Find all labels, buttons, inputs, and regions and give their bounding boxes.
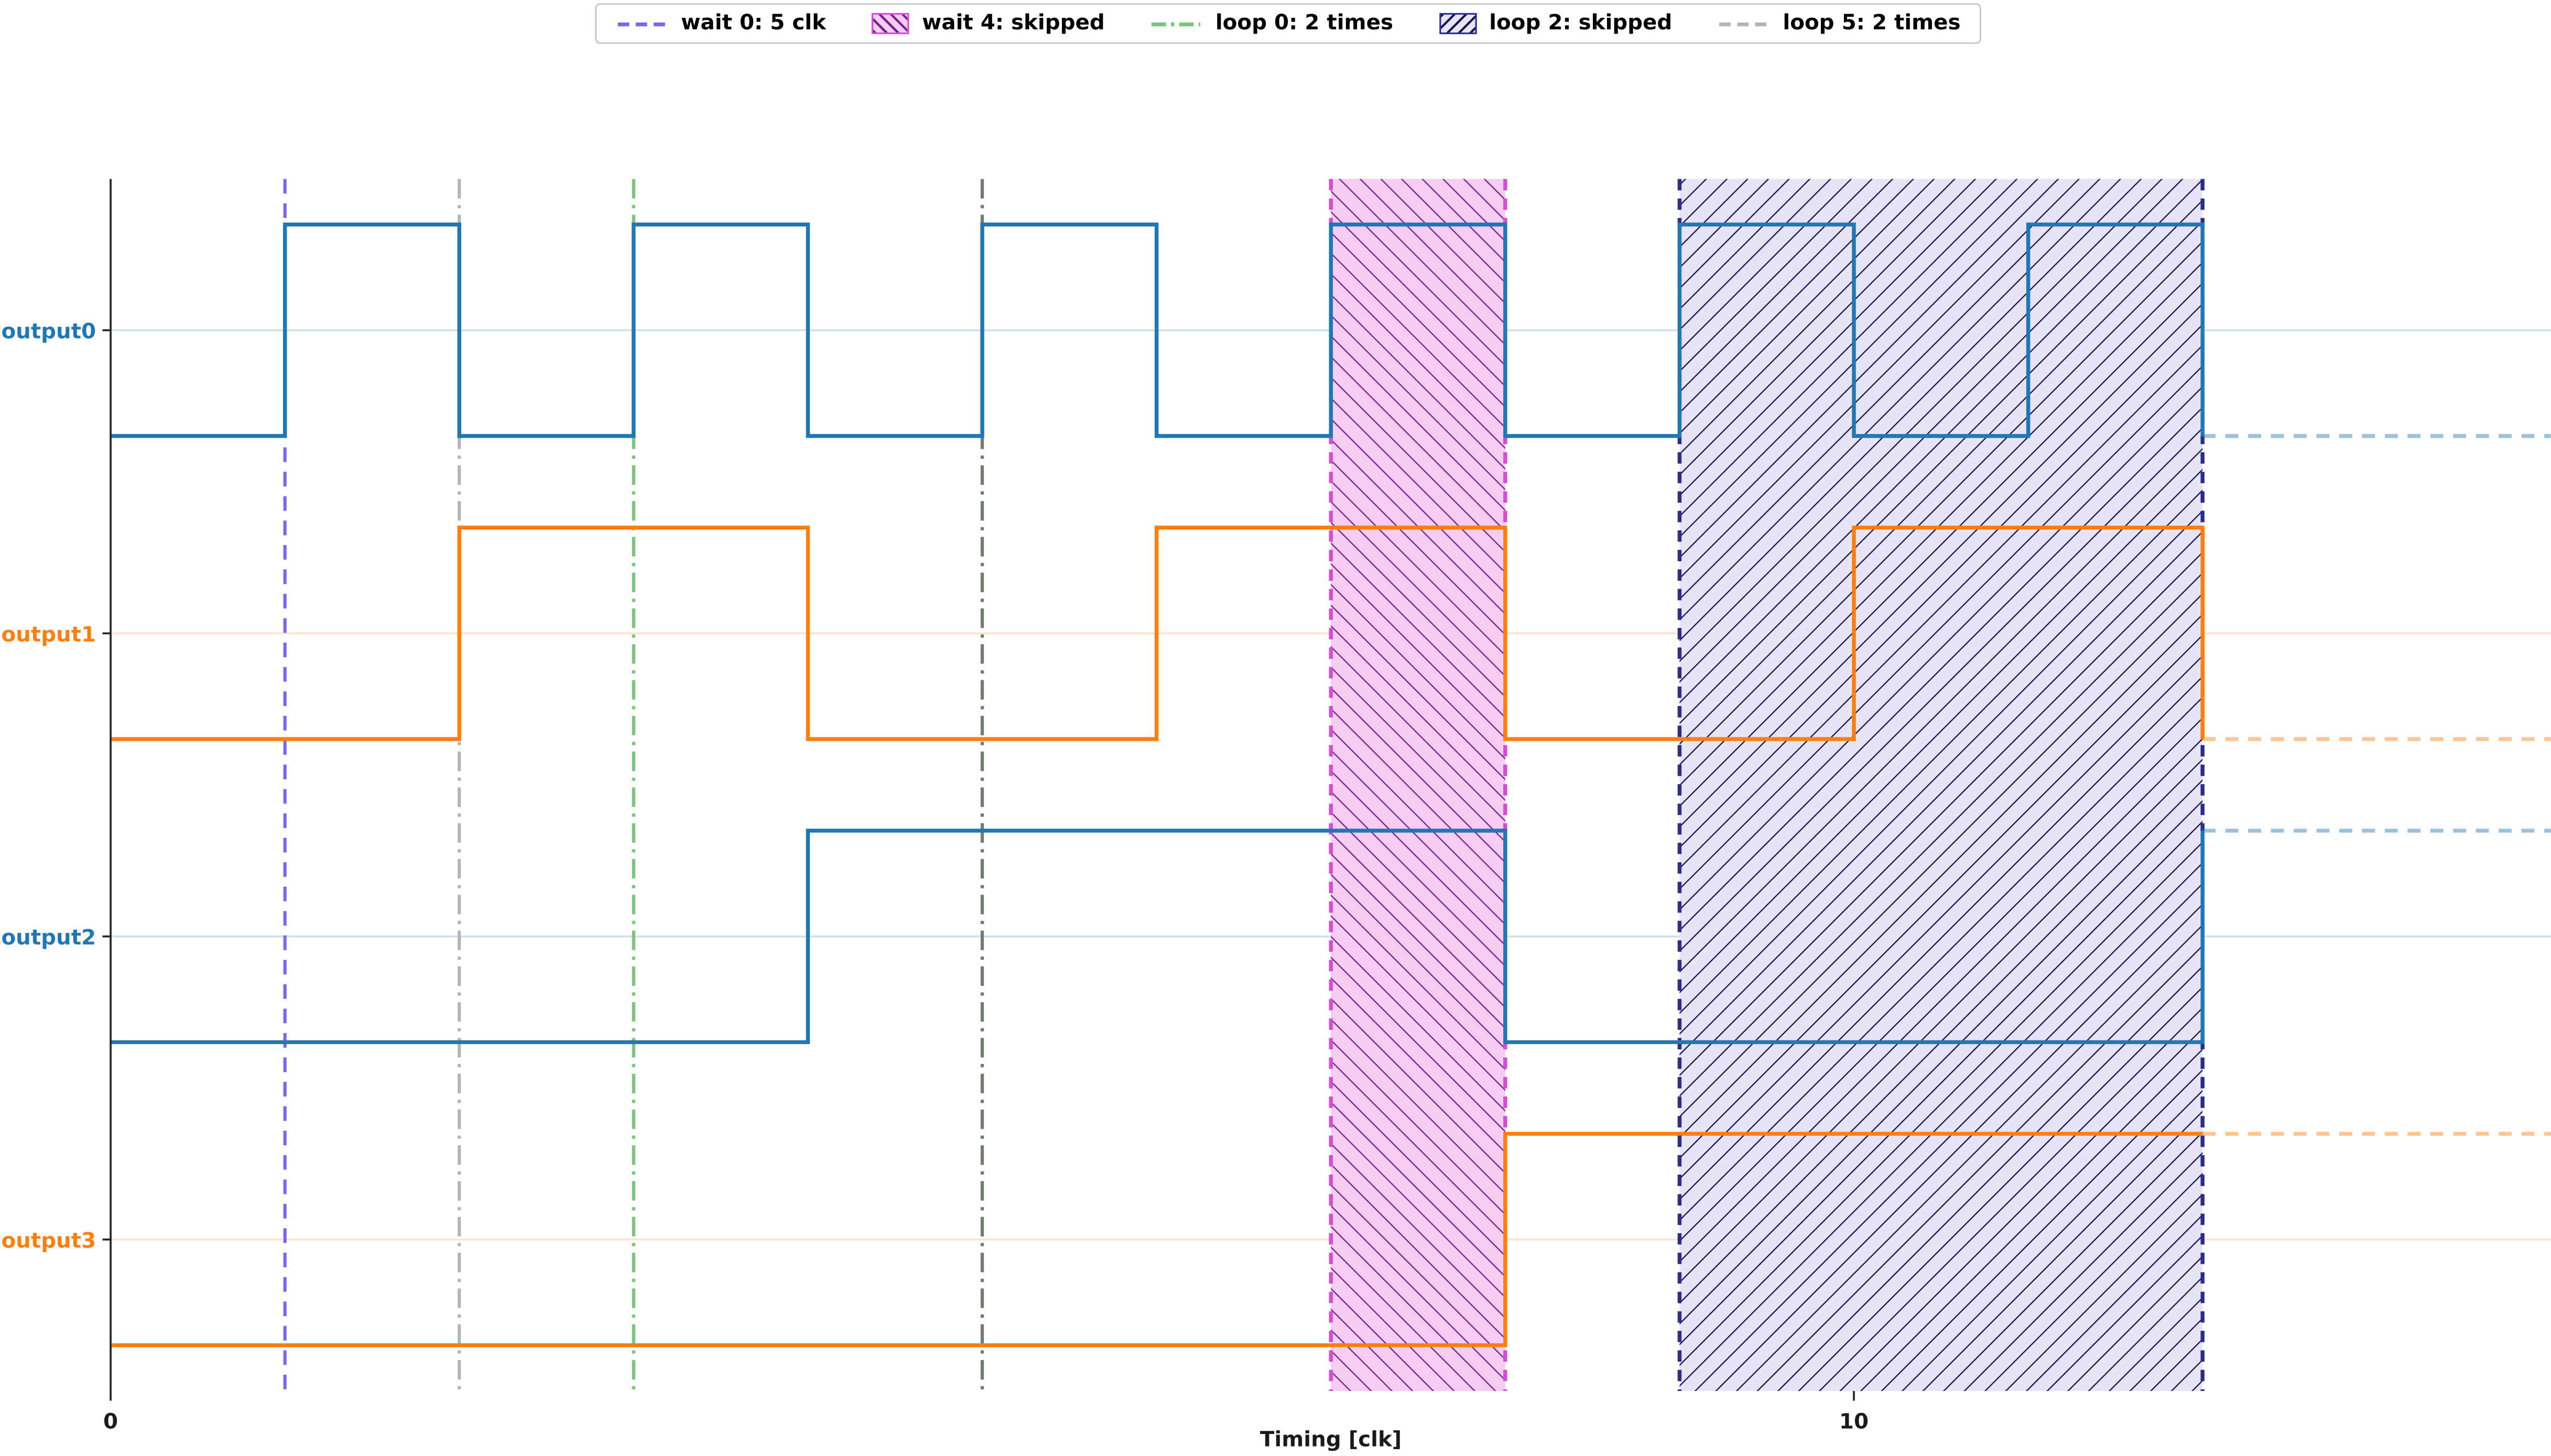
signal-label-output0: output0 <box>1 319 96 344</box>
waveform-output3 <box>111 1132 2203 1348</box>
legend-patch-swatch-icon <box>1438 13 1477 35</box>
wave-layer <box>111 222 2551 1348</box>
legend-line-swatch-icon <box>1152 21 1201 26</box>
legend-item-loop-2-skipped: loop 2: skipped <box>1438 11 1673 36</box>
legend-item-loop-5-2-times: loop 5: 2 times <box>1718 11 1961 36</box>
legend-line-swatch-icon <box>617 21 667 26</box>
x-axis-label: Timing [clk] <box>1260 1427 1402 1451</box>
waveform-output1 <box>111 525 2205 741</box>
legend-item-wait-4-skipped: wait 4: skipped <box>871 11 1105 36</box>
waveform-output0 <box>111 222 2205 438</box>
legend-patch-swatch-icon <box>871 13 909 35</box>
axis-layer: Timing [clk] output0 output1 output2 output… <box>1 179 1869 1451</box>
legend-label: loop 2: skipped <box>1489 11 1673 36</box>
waveform-output2 <box>111 829 2205 1045</box>
region-loop-2-skipped <box>1677 179 2205 1391</box>
legend-item-wait-0-5-clk: wait 0: 5 clk <box>616 12 826 36</box>
x-tick-label-10: 10 <box>1839 1409 1869 1433</box>
signal-label-output3: output3 <box>1 1228 96 1253</box>
legend-line-swatch-icon <box>1719 21 1768 26</box>
legend: wait 0: 5 clk wait 4: skipped loop 0: 2 ti… <box>594 3 1982 44</box>
legend-label: loop 5: 2 times <box>1783 11 1961 36</box>
region-wait-4-skipped <box>1329 179 1507 1391</box>
legend-item-loop-0-2-times: loop 0: 2 times <box>1150 12 1393 36</box>
region-layer <box>1329 179 2205 1391</box>
legend-label: wait 4: skipped <box>922 11 1105 36</box>
legend-label: loop 0: 2 times <box>1215 11 1393 36</box>
legend-label: wait 0: 5 clk <box>681 11 826 36</box>
signal-label-output1: output1 <box>1 622 96 647</box>
x-tick-label-0: 0 <box>103 1409 118 1433</box>
signal-label-output2: output2 <box>1 925 96 950</box>
